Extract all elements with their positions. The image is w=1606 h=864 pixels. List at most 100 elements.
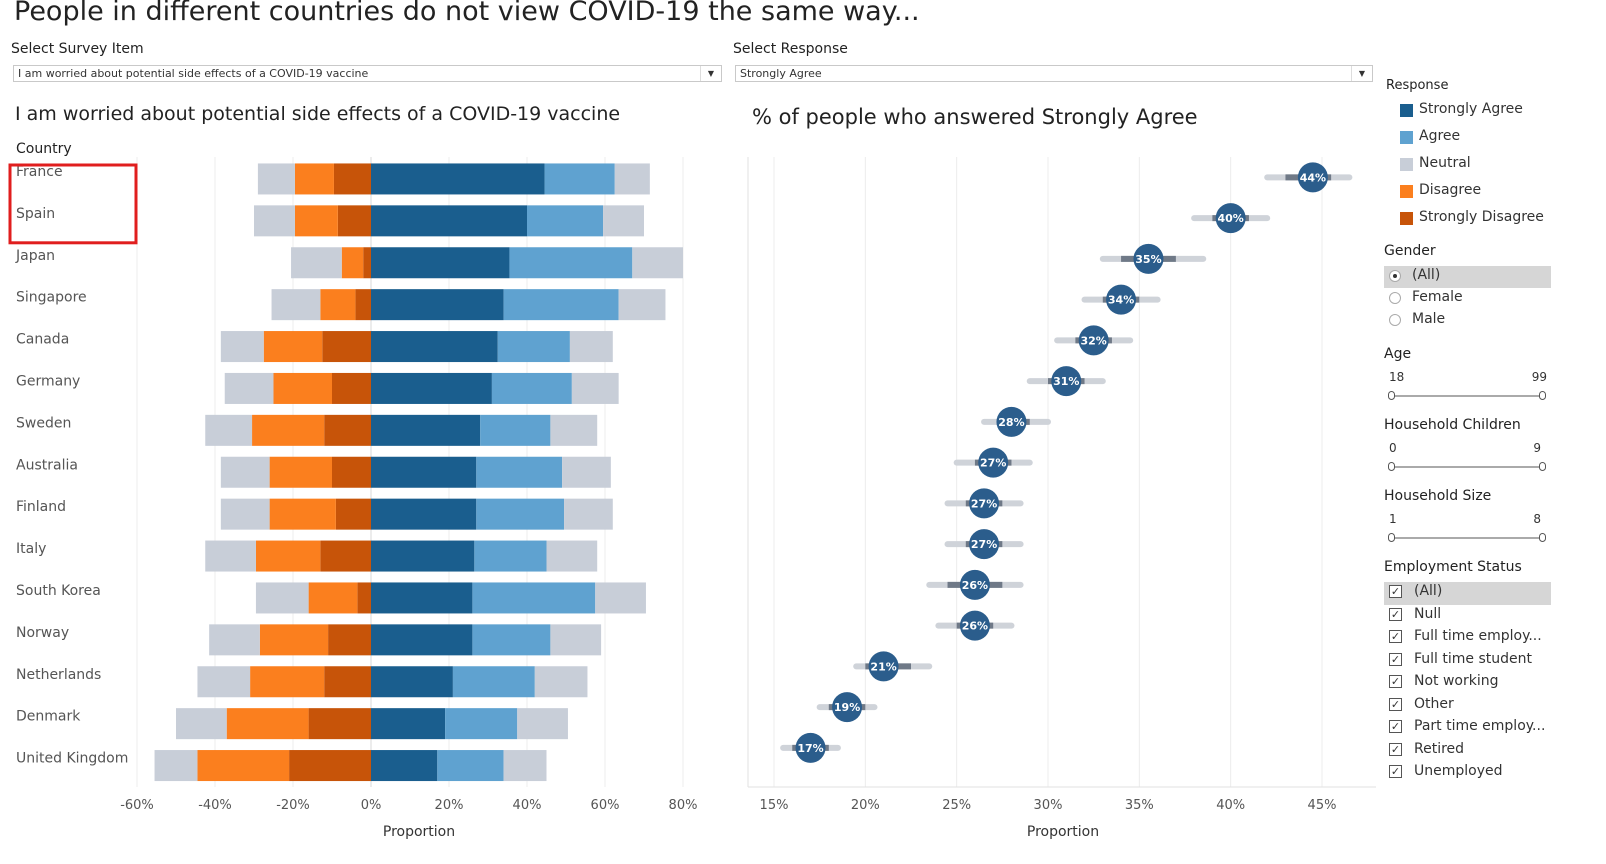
checkbox-icon[interactable]: ✓ — [1389, 675, 1402, 688]
household-children-max-handle[interactable] — [1539, 462, 1546, 471]
bar-agree — [497, 331, 570, 363]
legend-label: Strongly Agree — [1419, 101, 1523, 117]
bar-disagree — [269, 456, 332, 488]
bar-neutral — [603, 205, 644, 237]
dot-interval-chart: 44% 40% 35% 34% 32% 31% 28% 27% 27% 27% 26% 26% 21% 1… — [747, 157, 1376, 840]
radio-icon[interactable] — [1389, 314, 1401, 326]
age-max-handle[interactable] — [1539, 391, 1546, 400]
checkbox-icon[interactable]: ✓ — [1389, 765, 1402, 778]
age-slider[interactable] — [1388, 391, 1546, 400]
survey-item-dropdown[interactable]: I am worried about potential side effect… — [13, 65, 722, 82]
data-label: 40% — [1217, 212, 1243, 225]
data-point — [996, 406, 1027, 437]
employment-option-label: Null — [1414, 605, 1442, 622]
bar-neutral — [205, 414, 253, 446]
household-children-min: 0 — [1389, 441, 1397, 455]
x-tick-label: 80% — [669, 798, 698, 813]
legend-label: Agree — [1419, 128, 1461, 144]
legend-item[interactable]: Strongly Agree — [1400, 101, 1560, 130]
highlight-box — [8, 163, 138, 245]
bar-neutral — [271, 289, 321, 321]
checkbox-icon[interactable]: ✓ — [1389, 607, 1402, 621]
bar-strongly-disagree — [328, 624, 371, 656]
bar-agree — [476, 498, 565, 530]
employment-option[interactable]: ✓ Full time employ... — [1384, 627, 1551, 650]
bar-agree — [544, 163, 615, 195]
country-label: Italy — [16, 541, 46, 557]
survey-item-label: Select Survey Item — [11, 41, 144, 57]
gender-option[interactable]: Male — [1384, 310, 1551, 332]
data-label: 17% — [797, 742, 823, 755]
legend-item[interactable]: Agree — [1400, 128, 1560, 157]
gender-option[interactable]: Female — [1384, 288, 1551, 310]
legend-item[interactable]: Neutral — [1400, 155, 1560, 184]
household-size-slider[interactable] — [1388, 533, 1546, 542]
x-tick-label: 30% — [1034, 798, 1063, 813]
row-header: Country — [16, 141, 72, 157]
employment-option[interactable]: ✓ Unemployed — [1384, 762, 1551, 785]
bar-disagree — [252, 414, 325, 446]
legend-item[interactable]: Strongly Disagree — [1400, 209, 1560, 238]
age-min-handle[interactable] — [1388, 391, 1395, 400]
legend-item[interactable]: Disagree — [1400, 182, 1560, 211]
legend-swatch — [1400, 212, 1413, 225]
bar-agree — [437, 750, 504, 782]
checkbox-icon[interactable]: ✓ — [1389, 652, 1402, 666]
checkbox-icon[interactable]: ✓ — [1389, 630, 1402, 643]
age-title: Age — [1384, 346, 1412, 362]
employment-option-label: Part time employ... — [1414, 718, 1546, 734]
bar-strongly-disagree — [363, 247, 371, 279]
data-label: 31% — [1053, 375, 1079, 388]
household-size-min-handle[interactable] — [1388, 533, 1395, 542]
household-children-min-handle[interactable] — [1388, 462, 1395, 471]
bar-neutral — [291, 247, 342, 279]
bar-disagree — [263, 331, 323, 363]
gender-option-label: Male — [1412, 311, 1446, 327]
bar-agree — [480, 414, 551, 446]
employment-option-label: Other — [1414, 695, 1454, 712]
chevron-down-icon[interactable]: ▼ — [700, 66, 721, 81]
data-point — [959, 610, 990, 641]
radio-icon[interactable] — [1389, 270, 1401, 282]
employment-option[interactable]: ✓ Part time employ... — [1384, 717, 1551, 740]
bar-strongly-agree — [371, 247, 510, 279]
household-size-max-handle[interactable] — [1539, 533, 1546, 542]
country-label: France — [16, 164, 63, 180]
response-dropdown[interactable]: Strongly Agree ▼ — [735, 65, 1373, 82]
checkbox-icon[interactable]: ✓ — [1389, 697, 1402, 711]
bar-strongly-agree — [371, 750, 438, 782]
x-tick-label: 35% — [1125, 798, 1154, 813]
radio-icon[interactable] — [1389, 292, 1401, 304]
employment-option[interactable]: ✓ Retired — [1384, 740, 1551, 763]
country-label: Spain — [16, 206, 55, 222]
bar-strongly-disagree — [333, 163, 371, 195]
employment-option[interactable]: ✓ Not working — [1384, 672, 1551, 695]
bar-strongly-disagree — [335, 498, 371, 530]
x-tick-label: -40% — [198, 798, 232, 813]
data-label: 34% — [1108, 294, 1134, 307]
bar-strongly-disagree — [332, 456, 371, 488]
response-legend: Strongly Agree Agree Neutral Disagree Strong… — [1400, 101, 1560, 238]
checkbox-icon[interactable]: ✓ — [1389, 742, 1402, 756]
checkbox-icon[interactable]: ✓ — [1389, 585, 1402, 598]
bar-strongly-agree — [371, 708, 446, 740]
household-children-values: 0 9 — [1389, 441, 1547, 455]
bar-neutral — [176, 708, 227, 740]
employment-option[interactable]: ✓ Full time student — [1384, 650, 1551, 673]
legend-title: Response — [1386, 78, 1449, 93]
gender-option[interactable]: (All) — [1384, 266, 1551, 288]
checkbox-icon[interactable]: ✓ — [1389, 720, 1402, 733]
bar-strongly-agree — [371, 205, 527, 237]
chevron-down-icon[interactable]: ▼ — [1351, 66, 1372, 81]
employment-option[interactable]: ✓ Other — [1384, 695, 1551, 718]
employment-option[interactable]: ✓ Null — [1384, 605, 1551, 628]
x-tick-label: 40% — [513, 798, 542, 813]
bar-neutral — [257, 163, 295, 195]
country-label: Norway — [16, 625, 69, 641]
household-children-slider[interactable] — [1388, 462, 1546, 471]
x-axis-title: Proportion — [1027, 824, 1099, 840]
bar-strongly-agree — [371, 540, 475, 572]
bar-disagree — [294, 205, 338, 237]
bar-disagree — [294, 163, 334, 195]
employment-option[interactable]: ✓ (All) — [1384, 582, 1551, 605]
